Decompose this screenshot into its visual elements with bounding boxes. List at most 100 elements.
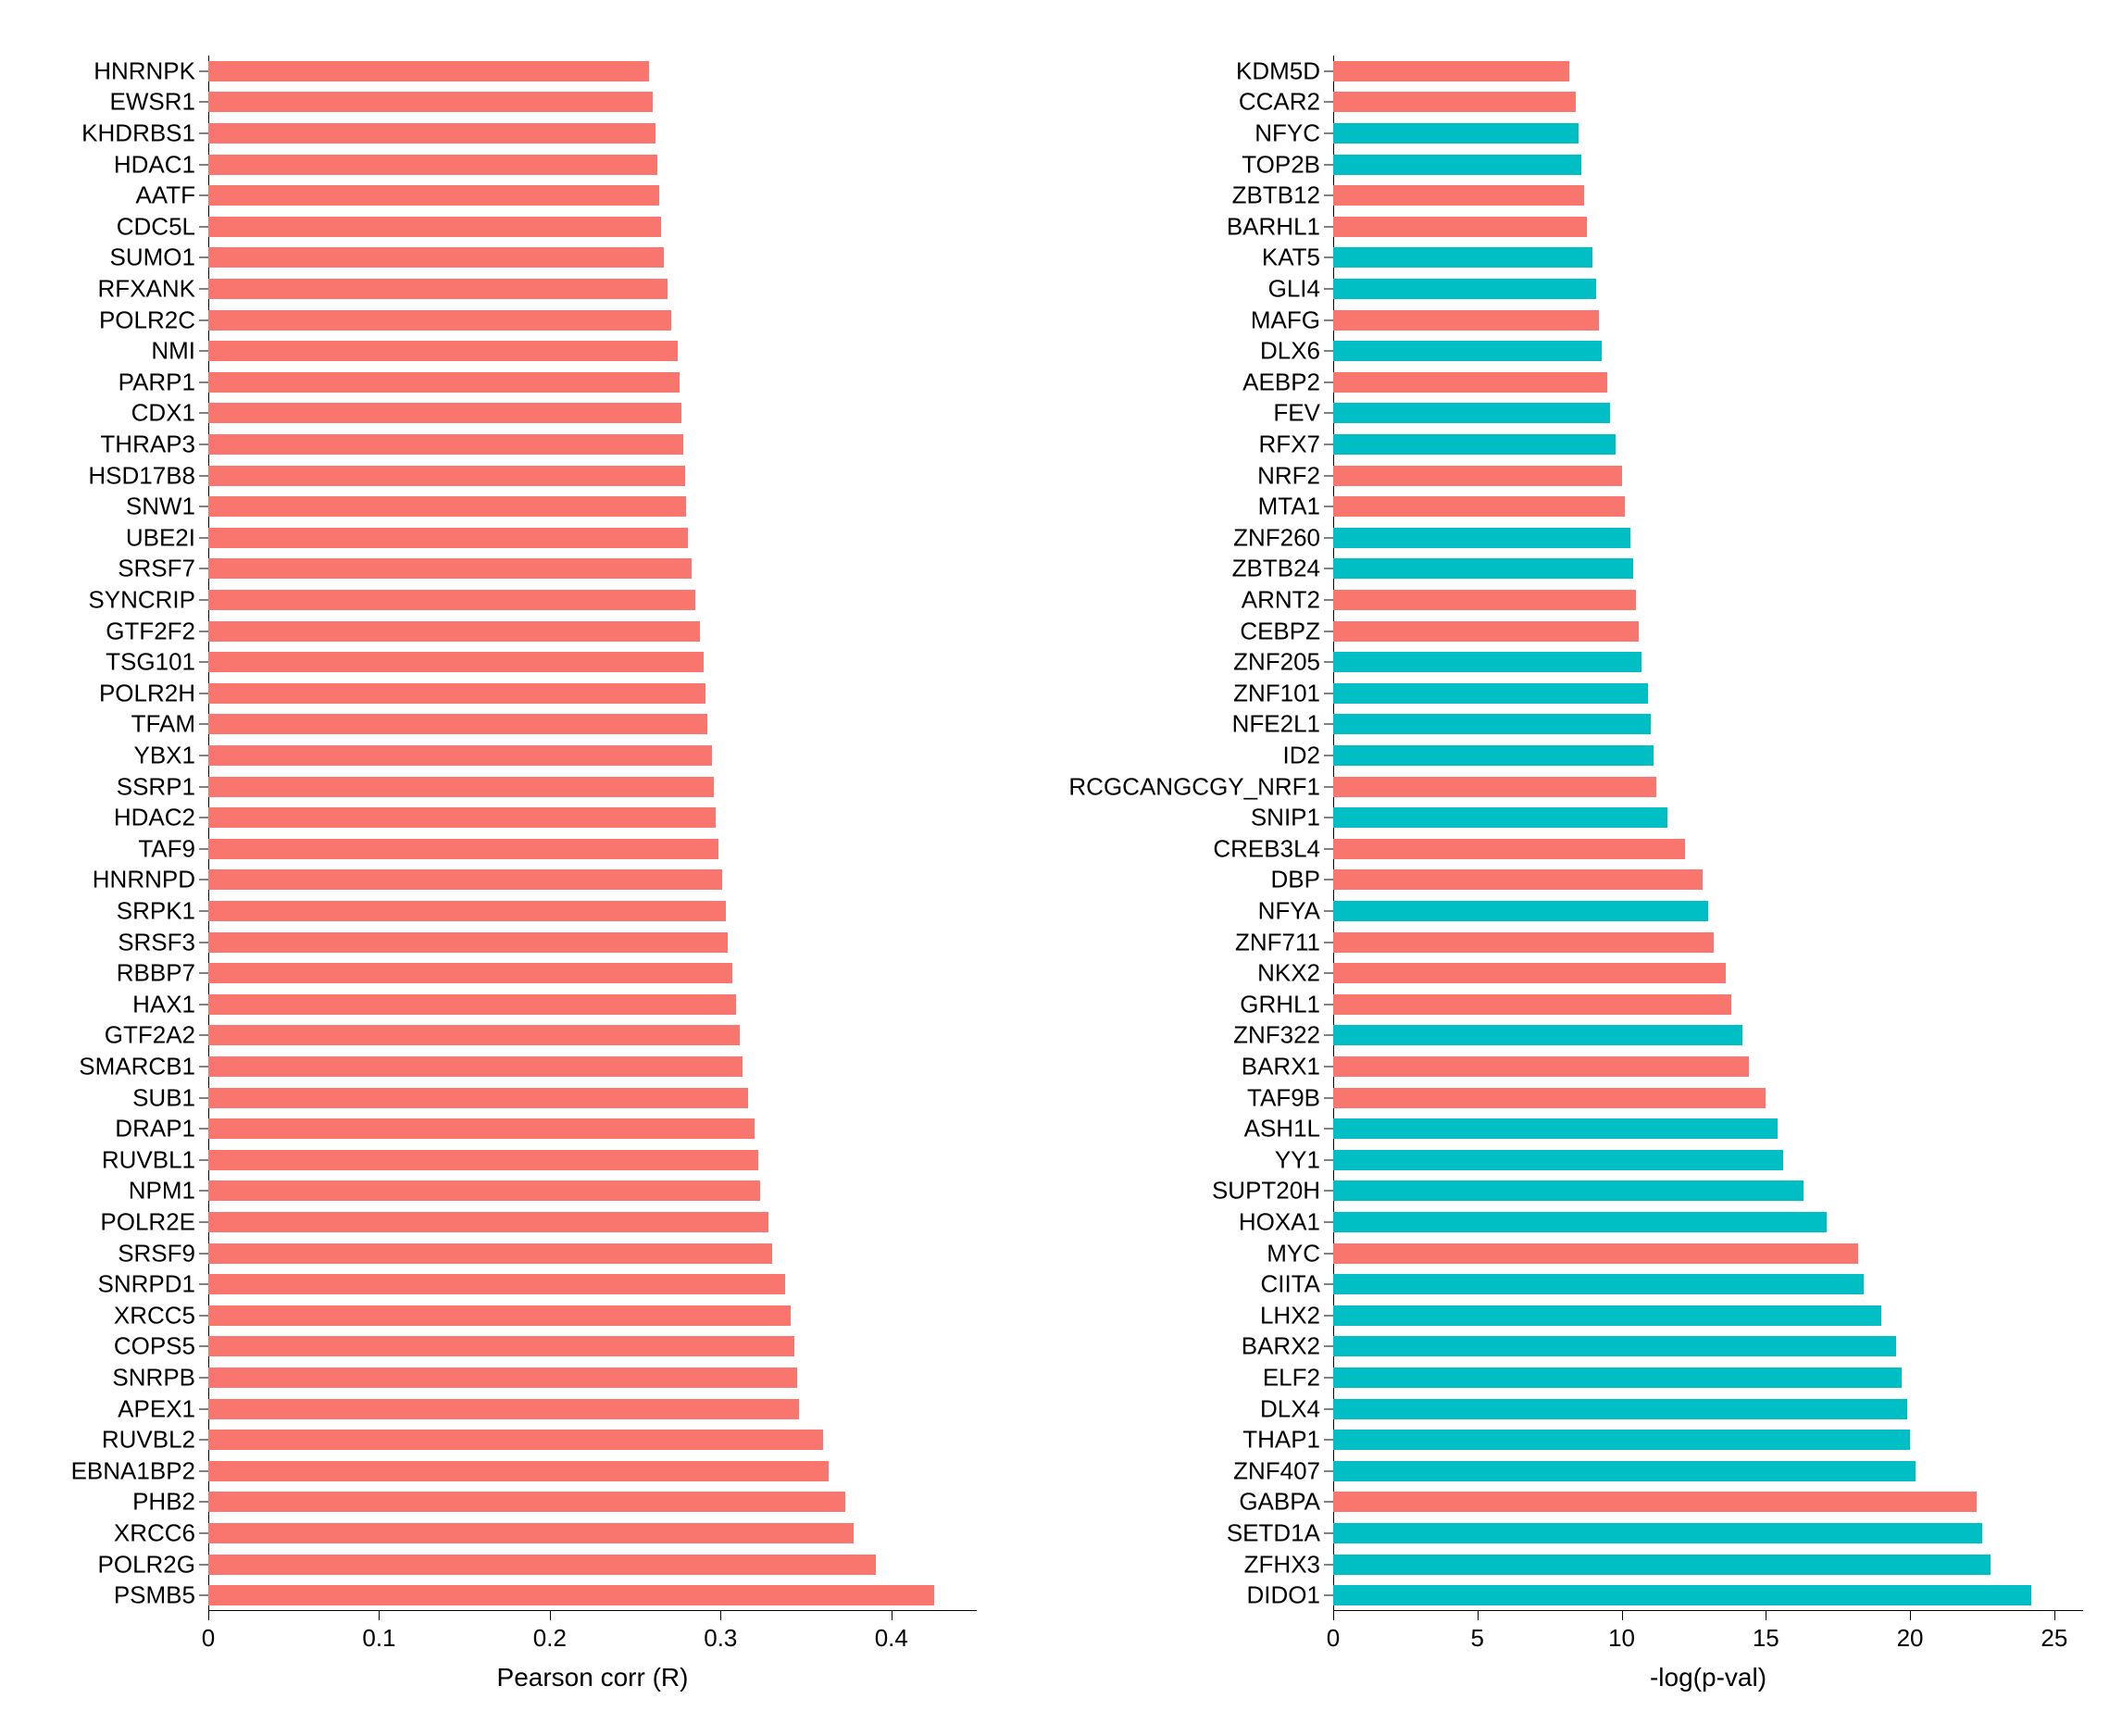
bar [208, 1585, 934, 1605]
bar [1333, 1150, 1783, 1170]
x-tick-label: 0.1 [362, 1624, 395, 1653]
y-tick [1324, 226, 1333, 227]
y-tick [199, 381, 208, 382]
y-tick-label: THRAP3 [100, 431, 208, 459]
bar [208, 777, 714, 797]
y-tick-label: RCGCANGCGY_NRF1 [1068, 772, 1333, 801]
bar [1333, 341, 1602, 361]
bar [1333, 1025, 1742, 1045]
y-tick-label: HNRNPD [93, 866, 208, 894]
y-tick [1324, 1315, 1333, 1316]
y-tick [199, 1315, 208, 1316]
x-tick [1478, 1611, 1479, 1620]
y-tick [199, 537, 208, 538]
y-tick-label: TFAM [131, 710, 208, 739]
y-tick-label: NFYA [1258, 897, 1333, 926]
bar [1333, 1585, 2031, 1605]
y-tick [199, 475, 208, 476]
y-tick-label: PHB2 [132, 1488, 208, 1517]
y-tick-label: SRSF7 [118, 555, 208, 583]
bar [1333, 1492, 1977, 1512]
bar [208, 901, 726, 921]
bar [1333, 247, 1592, 268]
bar [1333, 1088, 1766, 1108]
bar [208, 932, 728, 953]
y-tick-label: HAX1 [132, 990, 208, 1018]
y-tick-label: DLX6 [1260, 337, 1333, 366]
y-tick [1324, 1222, 1333, 1223]
y-tick [1324, 444, 1333, 445]
bar [1333, 745, 1654, 766]
bar [208, 1461, 829, 1481]
y-tick-label: HDAC2 [114, 804, 208, 832]
y-tick [1324, 475, 1333, 476]
bar [1333, 901, 1708, 921]
y-tick [1324, 1533, 1333, 1534]
bar [1333, 1523, 1982, 1543]
x-tick [2054, 1611, 2055, 1620]
bar [1333, 1461, 1916, 1481]
y-tick [199, 662, 208, 663]
y-tick [199, 444, 208, 445]
y-tick-label: SNIP1 [1251, 804, 1333, 832]
y-tick [199, 1408, 208, 1409]
x-tick-label: 20 [1897, 1624, 1924, 1653]
y-tick [199, 786, 208, 787]
bar [208, 155, 657, 175]
y-tick-label: CDC5L [117, 212, 208, 241]
y-tick-label: GRHL1 [1240, 990, 1333, 1018]
bar [1333, 1180, 1804, 1201]
bar [1333, 123, 1579, 144]
bar [1333, 496, 1625, 517]
y-tick-label: ZBTB24 [1232, 555, 1333, 583]
bar [1333, 558, 1633, 579]
x-axis-title: Pearson corr (R) [497, 1663, 689, 1692]
y-tick-label: XRCC6 [114, 1519, 208, 1548]
y-tick-label: THAP1 [1242, 1426, 1333, 1455]
y-tick [199, 1253, 208, 1254]
bar [208, 652, 704, 672]
bar [208, 341, 678, 361]
right-panel: KDM5DCCAR2NFYCTOP2BZBTB12BARHL1KAT5GLI4M… [1333, 56, 2083, 1611]
x-axis-line [1333, 1610, 2083, 1611]
bar [1333, 217, 1587, 237]
bar [208, 869, 722, 890]
y-tick [199, 1440, 208, 1441]
y-tick [199, 1502, 208, 1503]
y-tick [199, 70, 208, 71]
y-tick [1324, 942, 1333, 943]
bar [1333, 1118, 1778, 1139]
bar [208, 92, 653, 112]
bar [1333, 528, 1630, 548]
bar [208, 1180, 760, 1201]
y-tick [1324, 289, 1333, 290]
y-tick-label: POLR2C [99, 306, 208, 334]
y-tick-label: ZNF407 [1233, 1456, 1333, 1485]
bar [1333, 777, 1656, 797]
bar [1333, 185, 1584, 206]
y-tick-label: POLR2G [98, 1550, 209, 1579]
bar [208, 994, 736, 1015]
y-tick-label: CREB3L4 [1213, 834, 1333, 863]
y-tick [1324, 70, 1333, 71]
y-tick [1324, 1035, 1333, 1036]
bar [208, 558, 692, 579]
y-tick [1324, 1346, 1333, 1347]
y-tick-label: SETD1A [1227, 1519, 1333, 1548]
y-tick-label: XRCC5 [114, 1301, 208, 1330]
bar [1333, 1555, 1991, 1575]
y-tick [199, 848, 208, 849]
y-tick [1324, 257, 1333, 258]
x-axis-line [208, 1610, 977, 1611]
y-tick-label: KAT5 [1262, 244, 1333, 272]
bar [208, 1336, 794, 1356]
bar [208, 61, 649, 81]
bar [208, 372, 680, 393]
y-tick [1324, 568, 1333, 569]
y-tick-label: CIITA [1260, 1270, 1333, 1299]
bar [208, 434, 683, 455]
x-tick [379, 1611, 380, 1620]
bar [1333, 279, 1596, 299]
y-tick [199, 911, 208, 912]
y-tick-label: GTF2A2 [105, 1021, 208, 1050]
